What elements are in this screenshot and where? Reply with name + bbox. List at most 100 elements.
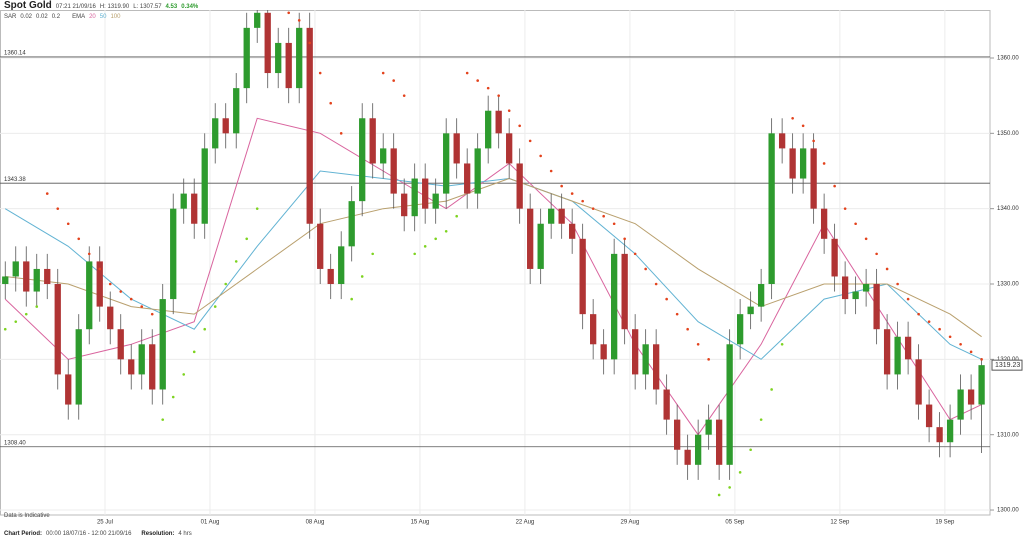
sar-dot [896,282,899,286]
sar-dot [633,252,637,256]
sar-dot [465,71,469,75]
legend: SAR 0.02 0.02 0.2 EMA 20 50 100 [4,14,120,20]
period: 00:00 18/07/16 - 12:00 21/09/16 [46,531,132,537]
candle-body [663,389,670,420]
axes: 25 Jul 01 Aug 08 Aug 15 Aug 22 Aug 29 Aug 05 S… [4,51,1023,526]
candle-body [54,284,61,375]
sar-dot [728,486,731,489]
sar-dot [875,252,878,256]
sar-dot [780,342,784,346]
plot-frame [0,10,991,516]
x-tick-label: 19 Sep [935,520,955,526]
sar-param: 0.02 [20,14,33,20]
level-label: 1360.14 [4,51,26,57]
sar-dot [833,184,836,188]
sar-dot [959,342,962,346]
sar-dot [885,267,889,271]
candle-body [957,389,964,420]
y-tick-label: 1360.00 [997,56,1019,62]
candle-body [348,201,355,247]
candle-body [96,261,103,307]
sar-dot [549,169,553,173]
sar-dot [528,139,532,143]
sar-dot [917,312,920,316]
sar-dot [938,327,941,331]
sar-dot [507,109,511,113]
sar-dot [350,297,353,301]
sar-dot [308,41,312,45]
level-label: 1343.38 [4,177,26,183]
footer: Chart Period: 00:00 18/07/16 - 12:00 21/… [4,531,192,537]
candle-body [778,133,786,149]
sar-dot [612,222,616,226]
high: H: 1319.90 [99,4,130,10]
candle-body [946,419,954,443]
resolution: 4 hrs [178,531,192,537]
sar-dot [77,237,81,241]
sar-dot [497,94,500,97]
candle-body [12,261,19,277]
candle-body [159,299,166,390]
candle-body [621,253,628,330]
sar-dot [791,116,794,120]
sar-dot [707,358,710,361]
candle-body [653,344,660,390]
y-tick-label: 1310.00 [997,432,1019,438]
candle-body [757,284,765,307]
sar-dot [392,79,395,82]
candle-body [107,306,114,330]
candle-body [369,118,376,164]
candle-body [736,314,744,345]
sar-param: 0.2 [51,14,61,20]
sar-dot [665,297,668,301]
sar-dot [560,184,563,188]
candle-body [306,27,313,224]
sar-dot [717,493,721,497]
candle-body [2,276,9,285]
candle-body [327,268,334,285]
sar-dot [539,154,542,158]
sar-dot [14,320,18,323]
candle-body [254,12,261,28]
sar-dot [371,252,374,256]
candle-body [432,193,439,209]
candle-body [201,148,208,224]
candle-body [569,223,576,239]
candle-body [86,261,93,330]
sar-dot [402,94,406,97]
sar-dot [812,139,815,143]
sar-dot [108,282,112,286]
candle-body [915,359,922,405]
candle-body [285,42,292,89]
sar-dot [98,267,102,271]
candle-body [390,148,397,194]
time: 07:21 21/09/16 [55,4,96,10]
sar-dot [129,297,133,301]
sar-dot [140,305,144,308]
candle-body [715,419,723,465]
sar-dot [927,320,931,323]
sar-dot [192,350,196,354]
candle-body [474,148,481,194]
sar-dot [161,418,165,421]
sar-dot [738,471,742,474]
sar-dot [56,207,60,210]
candle-body [180,193,187,209]
sar-dot [24,312,28,316]
y-tick-label: 1340.00 [997,206,1019,212]
candle-body [925,404,933,428]
sar-dot [287,11,291,15]
candle-body [33,268,40,292]
candle-body [873,284,880,330]
low: L: 1307.57 [133,4,162,10]
candle-body [65,374,72,405]
candle-body [516,163,523,209]
candle-body [117,329,124,360]
candle-body [600,344,607,360]
candle-body [642,344,649,375]
sar-dot [581,199,584,203]
candle-body [883,329,891,375]
sar-dot [948,335,952,339]
candle-body [705,419,712,435]
candle-body [233,88,240,134]
